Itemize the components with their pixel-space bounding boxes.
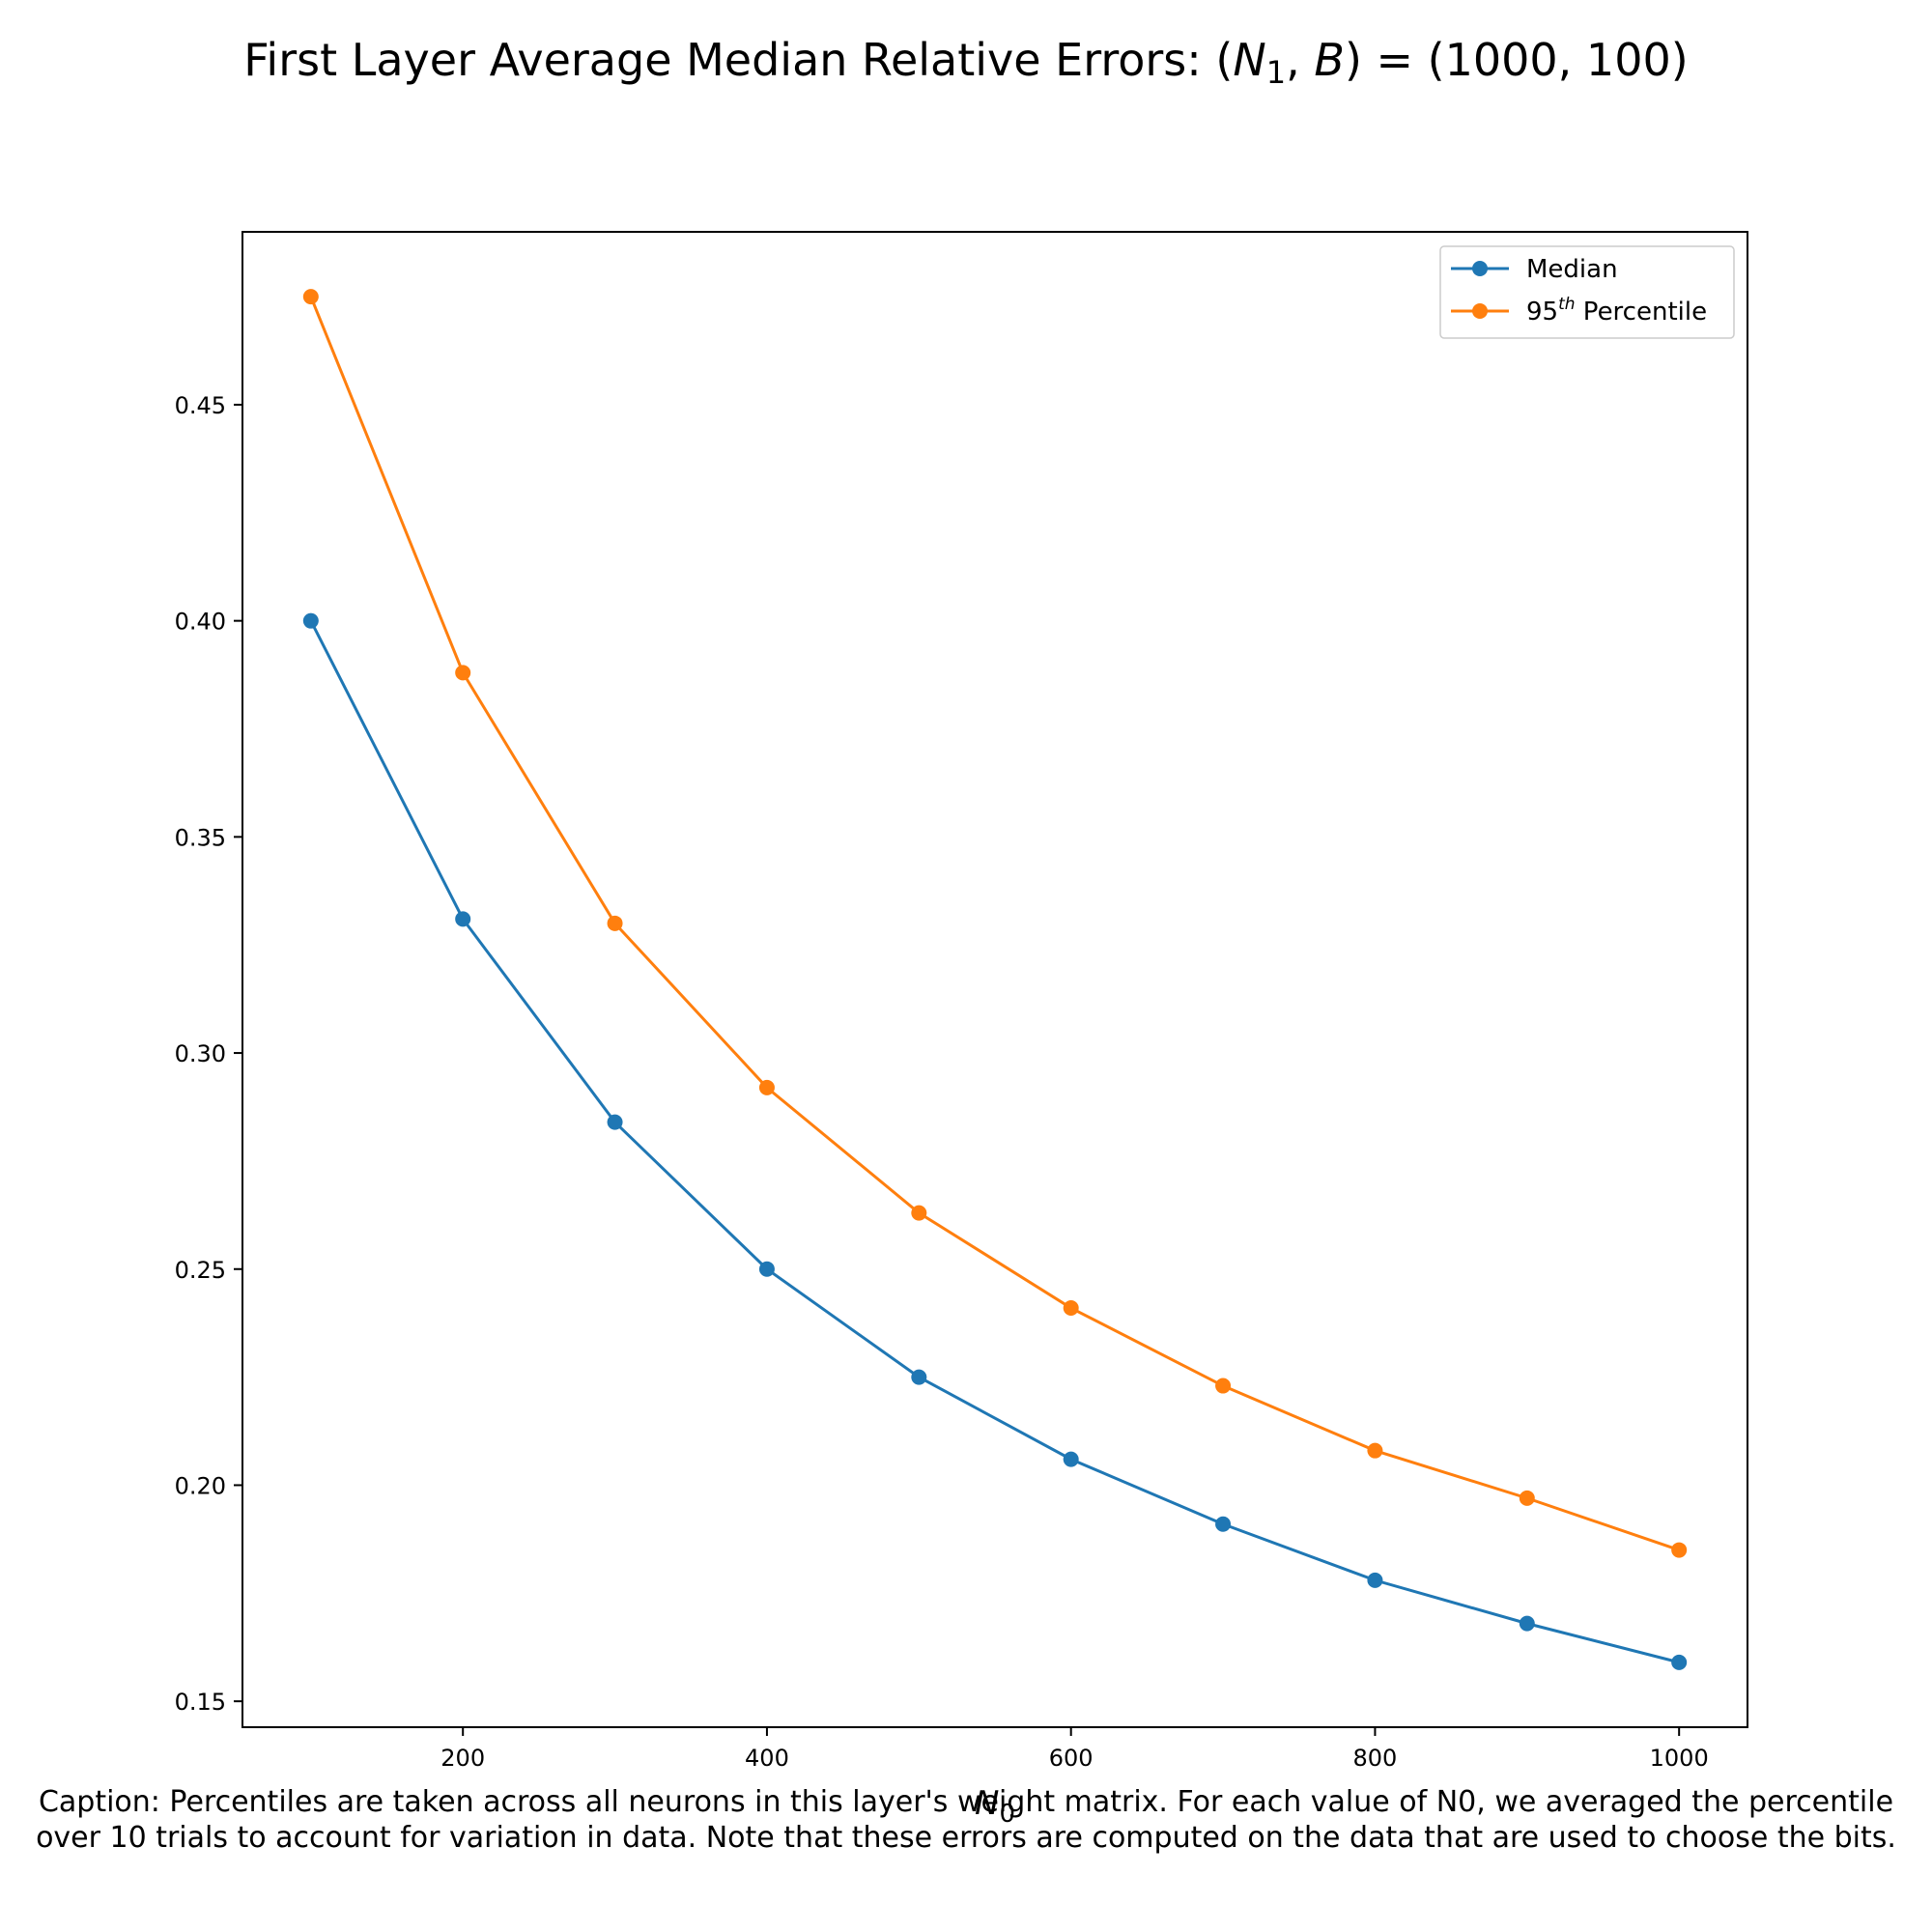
series-0-point (455, 911, 471, 927)
series-0-point (911, 1369, 927, 1385)
legend-label-median: Median (1526, 255, 1618, 284)
series-1-point (1519, 1490, 1535, 1506)
chart-title: First Layer Average Median Relative Erro… (243, 34, 1688, 91)
series-0-point (302, 612, 319, 629)
series-1-point (1215, 1378, 1232, 1394)
series-line-0 (309, 619, 1680, 1664)
x-tick-label: 800 (1353, 1745, 1398, 1772)
series-1-point (455, 665, 471, 681)
legend-95th-rest: Percentile (1576, 298, 1708, 327)
x-tick-label: 600 (1049, 1745, 1094, 1772)
y-axis: 0.15 0.20 0.25 0.30 0.35 0.40 0.45 (175, 392, 242, 1716)
title-n-subscript: 1 (1266, 54, 1286, 91)
figure-caption: Caption: Percentiles are taken across al… (36, 1785, 1896, 1855)
y-tick-label: 0.45 (175, 392, 226, 419)
y-tick-label: 0.35 (175, 824, 226, 851)
legend: Median 95th Percentile (1439, 245, 1735, 339)
x-tick-label: 1000 (1650, 1745, 1709, 1772)
series-1-point (1367, 1442, 1383, 1459)
title-n-symbol: N (1233, 34, 1265, 86)
series-1-point (758, 1079, 775, 1095)
x-axis-label-symbol: N (975, 1784, 999, 1823)
legend-marker-median (1472, 261, 1488, 276)
x-axis-label: N0 (975, 1784, 1015, 1829)
series-0-point (1671, 1654, 1688, 1670)
x-axis: 200 400 600 800 1000 (440, 1727, 1709, 1772)
series-1-point (302, 289, 319, 305)
legend-label-95th: 95th Percentile (1526, 295, 1707, 327)
legend-marker-95th (1472, 303, 1488, 319)
series-0-point (1519, 1615, 1535, 1632)
series-1-point (607, 915, 623, 931)
title-suffix: ) = (1000, 100) (1345, 34, 1689, 86)
series-0-point (1215, 1516, 1232, 1532)
series-1-point (1063, 1300, 1079, 1317)
series-1-point (911, 1205, 927, 1221)
y-tick-label: 0.40 (175, 609, 226, 636)
series-layer (302, 289, 1688, 1670)
series-0-point (1367, 1572, 1383, 1588)
legend-95th-superscript: th (1558, 295, 1575, 314)
legend-box (1439, 245, 1735, 339)
x-tick-label: 400 (745, 1745, 789, 1772)
y-tick-label: 0.30 (175, 1040, 226, 1067)
series-1-point (1671, 1542, 1688, 1558)
plot-area (242, 231, 1748, 1728)
y-tick-label: 0.15 (175, 1689, 226, 1716)
series-0-point (607, 1114, 623, 1130)
series-0-point (1063, 1451, 1079, 1467)
title-prefix: First Layer Average Median Relative Erro… (243, 34, 1233, 86)
series-0-point (758, 1261, 775, 1277)
title-separator: , (1286, 34, 1314, 86)
y-tick-label: 0.25 (175, 1257, 226, 1284)
x-axis-label-subscript: 0 (999, 1800, 1015, 1829)
series-line-1 (309, 296, 1680, 1551)
y-tick-label: 0.20 (175, 1472, 226, 1499)
legend-95th-number: 95 (1526, 298, 1558, 327)
title-b-symbol: B (1314, 34, 1345, 86)
x-tick-label: 200 (440, 1745, 485, 1772)
